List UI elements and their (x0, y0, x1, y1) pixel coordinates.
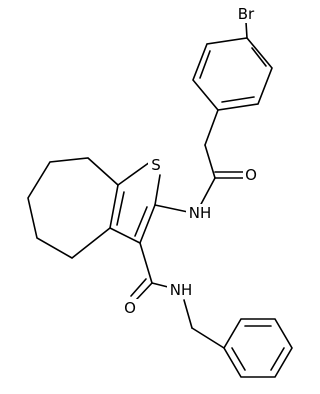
bonds (27, 21, 293, 378)
atom-label: O (124, 299, 136, 317)
atom-label: Br (238, 5, 255, 23)
atom-label: NH (170, 281, 193, 299)
atom-label: NH (189, 204, 212, 222)
atom-label: S (151, 156, 161, 174)
atom-label: O (245, 166, 257, 184)
structure: Br S O NH O NH (27, 5, 293, 378)
labels: Br S O NH O NH (122, 5, 259, 317)
